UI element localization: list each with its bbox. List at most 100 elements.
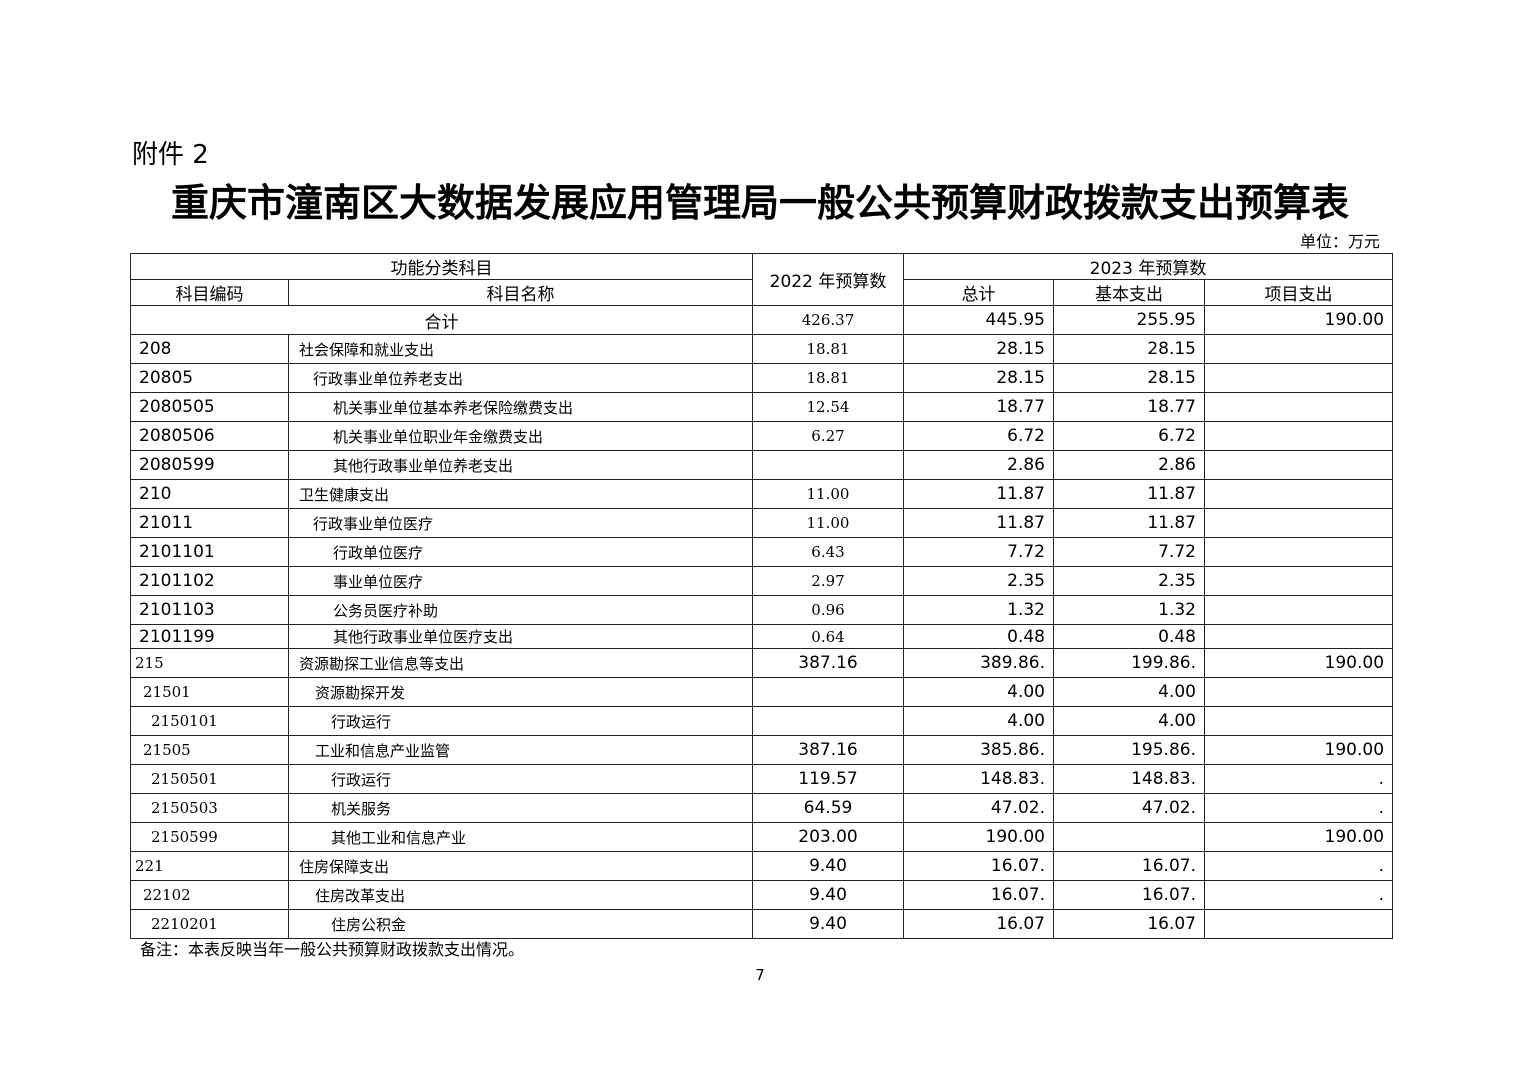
name-cell: 行政事业单位医疗 xyxy=(288,508,753,538)
basic-cell: 16.07. xyxy=(1053,851,1205,881)
name-cell: 机关服务 xyxy=(288,793,753,823)
basic-cell: 28.15 xyxy=(1053,363,1205,393)
table-row: 21505 工业和信息产业监管 387.16 385.86. 195.86. 190.00 xyxy=(130,735,1394,765)
name-cell: 行政事业单位养老支出 xyxy=(288,363,753,393)
budget-table: 功能分类科目 2022 年预算数 2023 年预算数 科目编码 科目名称 总计 … xyxy=(130,253,1394,939)
budget-2022-cell: 0.96 xyxy=(752,595,904,625)
budget-2022-cell: 203.00 xyxy=(752,822,904,852)
code-cell: 2210201 xyxy=(130,909,289,939)
total-cell: 385.86. xyxy=(903,735,1054,765)
table-row: 22102 住房改革支出 9.40 16.07. 16.07.. xyxy=(130,880,1394,910)
project-cell xyxy=(1203,363,1394,393)
header-function-category: 功能分类科目 xyxy=(130,253,753,280)
attachment-label: 附件 2 xyxy=(132,140,209,170)
budget-2022-cell: 64.59 xyxy=(752,793,904,823)
total-cell: 4.00 xyxy=(903,706,1054,736)
budget-2022-cell: 119.57 xyxy=(752,764,904,794)
basic-cell: 7.72 xyxy=(1053,537,1205,567)
code-cell: 2101102 xyxy=(130,566,289,596)
name-cell: 住房保障支出 xyxy=(288,851,753,881)
name-cell: 其他行政事业单位养老支出 xyxy=(288,450,753,480)
total-cell: 148.83. xyxy=(903,764,1054,794)
name-cell: 其他行政事业单位医疗支出 xyxy=(288,624,753,649)
table-row: 2150501 行政运行 119.57 148.83. 148.83.. xyxy=(130,764,1394,794)
project-cell: 190.00 xyxy=(1203,648,1394,678)
sum-label: 合计 xyxy=(130,305,753,335)
total-cell: 7.72 xyxy=(903,537,1054,567)
name-cell: 其他工业和信息产业 xyxy=(288,822,753,852)
header-budget-2022: 2022 年预算数 xyxy=(752,253,904,306)
basic-cell: 11.87 xyxy=(1053,508,1205,538)
code-cell: 21505 xyxy=(130,735,289,765)
total-cell: 4.00 xyxy=(903,677,1054,707)
name-cell: 资源勘探工业信息等支出 xyxy=(288,648,753,678)
header-code: 科目编码 xyxy=(130,279,289,306)
project-cell: . xyxy=(1203,880,1394,910)
basic-cell: 28.15 xyxy=(1053,334,1205,364)
header-total: 总计 xyxy=(903,279,1054,306)
code-cell: 21011 xyxy=(130,508,289,538)
code-cell: 20805 xyxy=(130,363,289,393)
basic-cell: 11.87 xyxy=(1053,479,1205,509)
total-cell: 16.07 xyxy=(903,909,1054,939)
basic-cell: 0.48 xyxy=(1053,624,1205,649)
header-basic: 基本支出 xyxy=(1053,279,1205,306)
table-row: 2101103 公务员医疗补助 0.96 1.32 1.32 xyxy=(130,595,1394,625)
project-cell: 190.00 xyxy=(1203,735,1394,765)
total-cell: 47.02. xyxy=(903,793,1054,823)
basic-cell xyxy=(1053,822,1205,852)
budget-2022-cell: 2.97 xyxy=(752,566,904,596)
budget-2022-cell: 387.16 xyxy=(752,735,904,765)
table-row: 20805 行政事业单位养老支出 18.81 28.15 28.15 xyxy=(130,363,1394,393)
page-number: 7 xyxy=(755,966,765,984)
total-cell: 18.77 xyxy=(903,392,1054,422)
budget-2022-cell: 11.00 xyxy=(752,508,904,538)
basic-cell: 2.35 xyxy=(1053,566,1205,596)
budget-2022-cell xyxy=(752,706,904,736)
footnote: 备注：本表反映当年一般公共预算财政拨款支出情况。 xyxy=(140,940,525,959)
project-cell xyxy=(1203,537,1394,567)
budget-2022-cell: 9.40 xyxy=(752,909,904,939)
table-row: 215 资源勘探工业信息等支出 387.16 389.86. 199.86. 190.00 xyxy=(130,648,1394,678)
project-cell xyxy=(1203,595,1394,625)
code-cell: 2101101 xyxy=(130,537,289,567)
project-cell xyxy=(1203,450,1394,480)
table-row: 2150101 行政运行 4.00 4.00 xyxy=(130,706,1394,736)
name-cell: 行政单位医疗 xyxy=(288,537,753,567)
header-name: 科目名称 xyxy=(288,279,753,306)
table-row: 2101199 其他行政事业单位医疗支出 0.64 0.48 0.48 xyxy=(130,624,1394,649)
code-cell: 2150599 xyxy=(130,822,289,852)
budget-2022-cell: 387.16 xyxy=(752,648,904,678)
unit-label: 单位：万元 xyxy=(1299,232,1380,251)
name-cell: 卫生健康支出 xyxy=(288,479,753,509)
project-cell: . xyxy=(1203,793,1394,823)
basic-cell: 47.02. xyxy=(1053,793,1205,823)
budget-2022-cell: 18.81 xyxy=(752,334,904,364)
code-cell: 22102 xyxy=(130,880,289,910)
code-cell: 2101103 xyxy=(130,595,289,625)
table-row: 2210201 住房公积金 9.40 16.07 16.07 xyxy=(130,909,1394,939)
project-cell xyxy=(1203,392,1394,422)
project-cell xyxy=(1203,566,1394,596)
code-cell: 2150503 xyxy=(130,793,289,823)
project-cell: . xyxy=(1203,851,1394,881)
name-cell: 社会保障和就业支出 xyxy=(288,334,753,364)
total-cell: 28.15 xyxy=(903,334,1054,364)
code-cell: 2101199 xyxy=(130,624,289,649)
code-cell: 2080506 xyxy=(130,421,289,451)
total-cell: 190.00 xyxy=(903,822,1054,852)
basic-cell: 18.77 xyxy=(1053,392,1205,422)
budget-2022-cell: 11.00 xyxy=(752,479,904,509)
code-cell: 221 xyxy=(130,851,289,881)
basic-cell: 16.07. xyxy=(1053,880,1205,910)
name-cell: 住房公积金 xyxy=(288,909,753,939)
basic-cell: 16.07 xyxy=(1053,909,1205,939)
budget-2022-cell xyxy=(752,677,904,707)
table-row: 208 社会保障和就业支出 18.81 28.15 28.15 xyxy=(130,334,1394,364)
total-cell: 2.86 xyxy=(903,450,1054,480)
document-title: 重庆市潼南区大数据发展应用管理局一般公共预算财政拨款支出预算表 xyxy=(170,180,1349,225)
total-cell: 6.72 xyxy=(903,421,1054,451)
total-cell: 389.86. xyxy=(903,648,1054,678)
total-cell: 16.07. xyxy=(903,880,1054,910)
basic-cell: 199.86. xyxy=(1053,648,1205,678)
